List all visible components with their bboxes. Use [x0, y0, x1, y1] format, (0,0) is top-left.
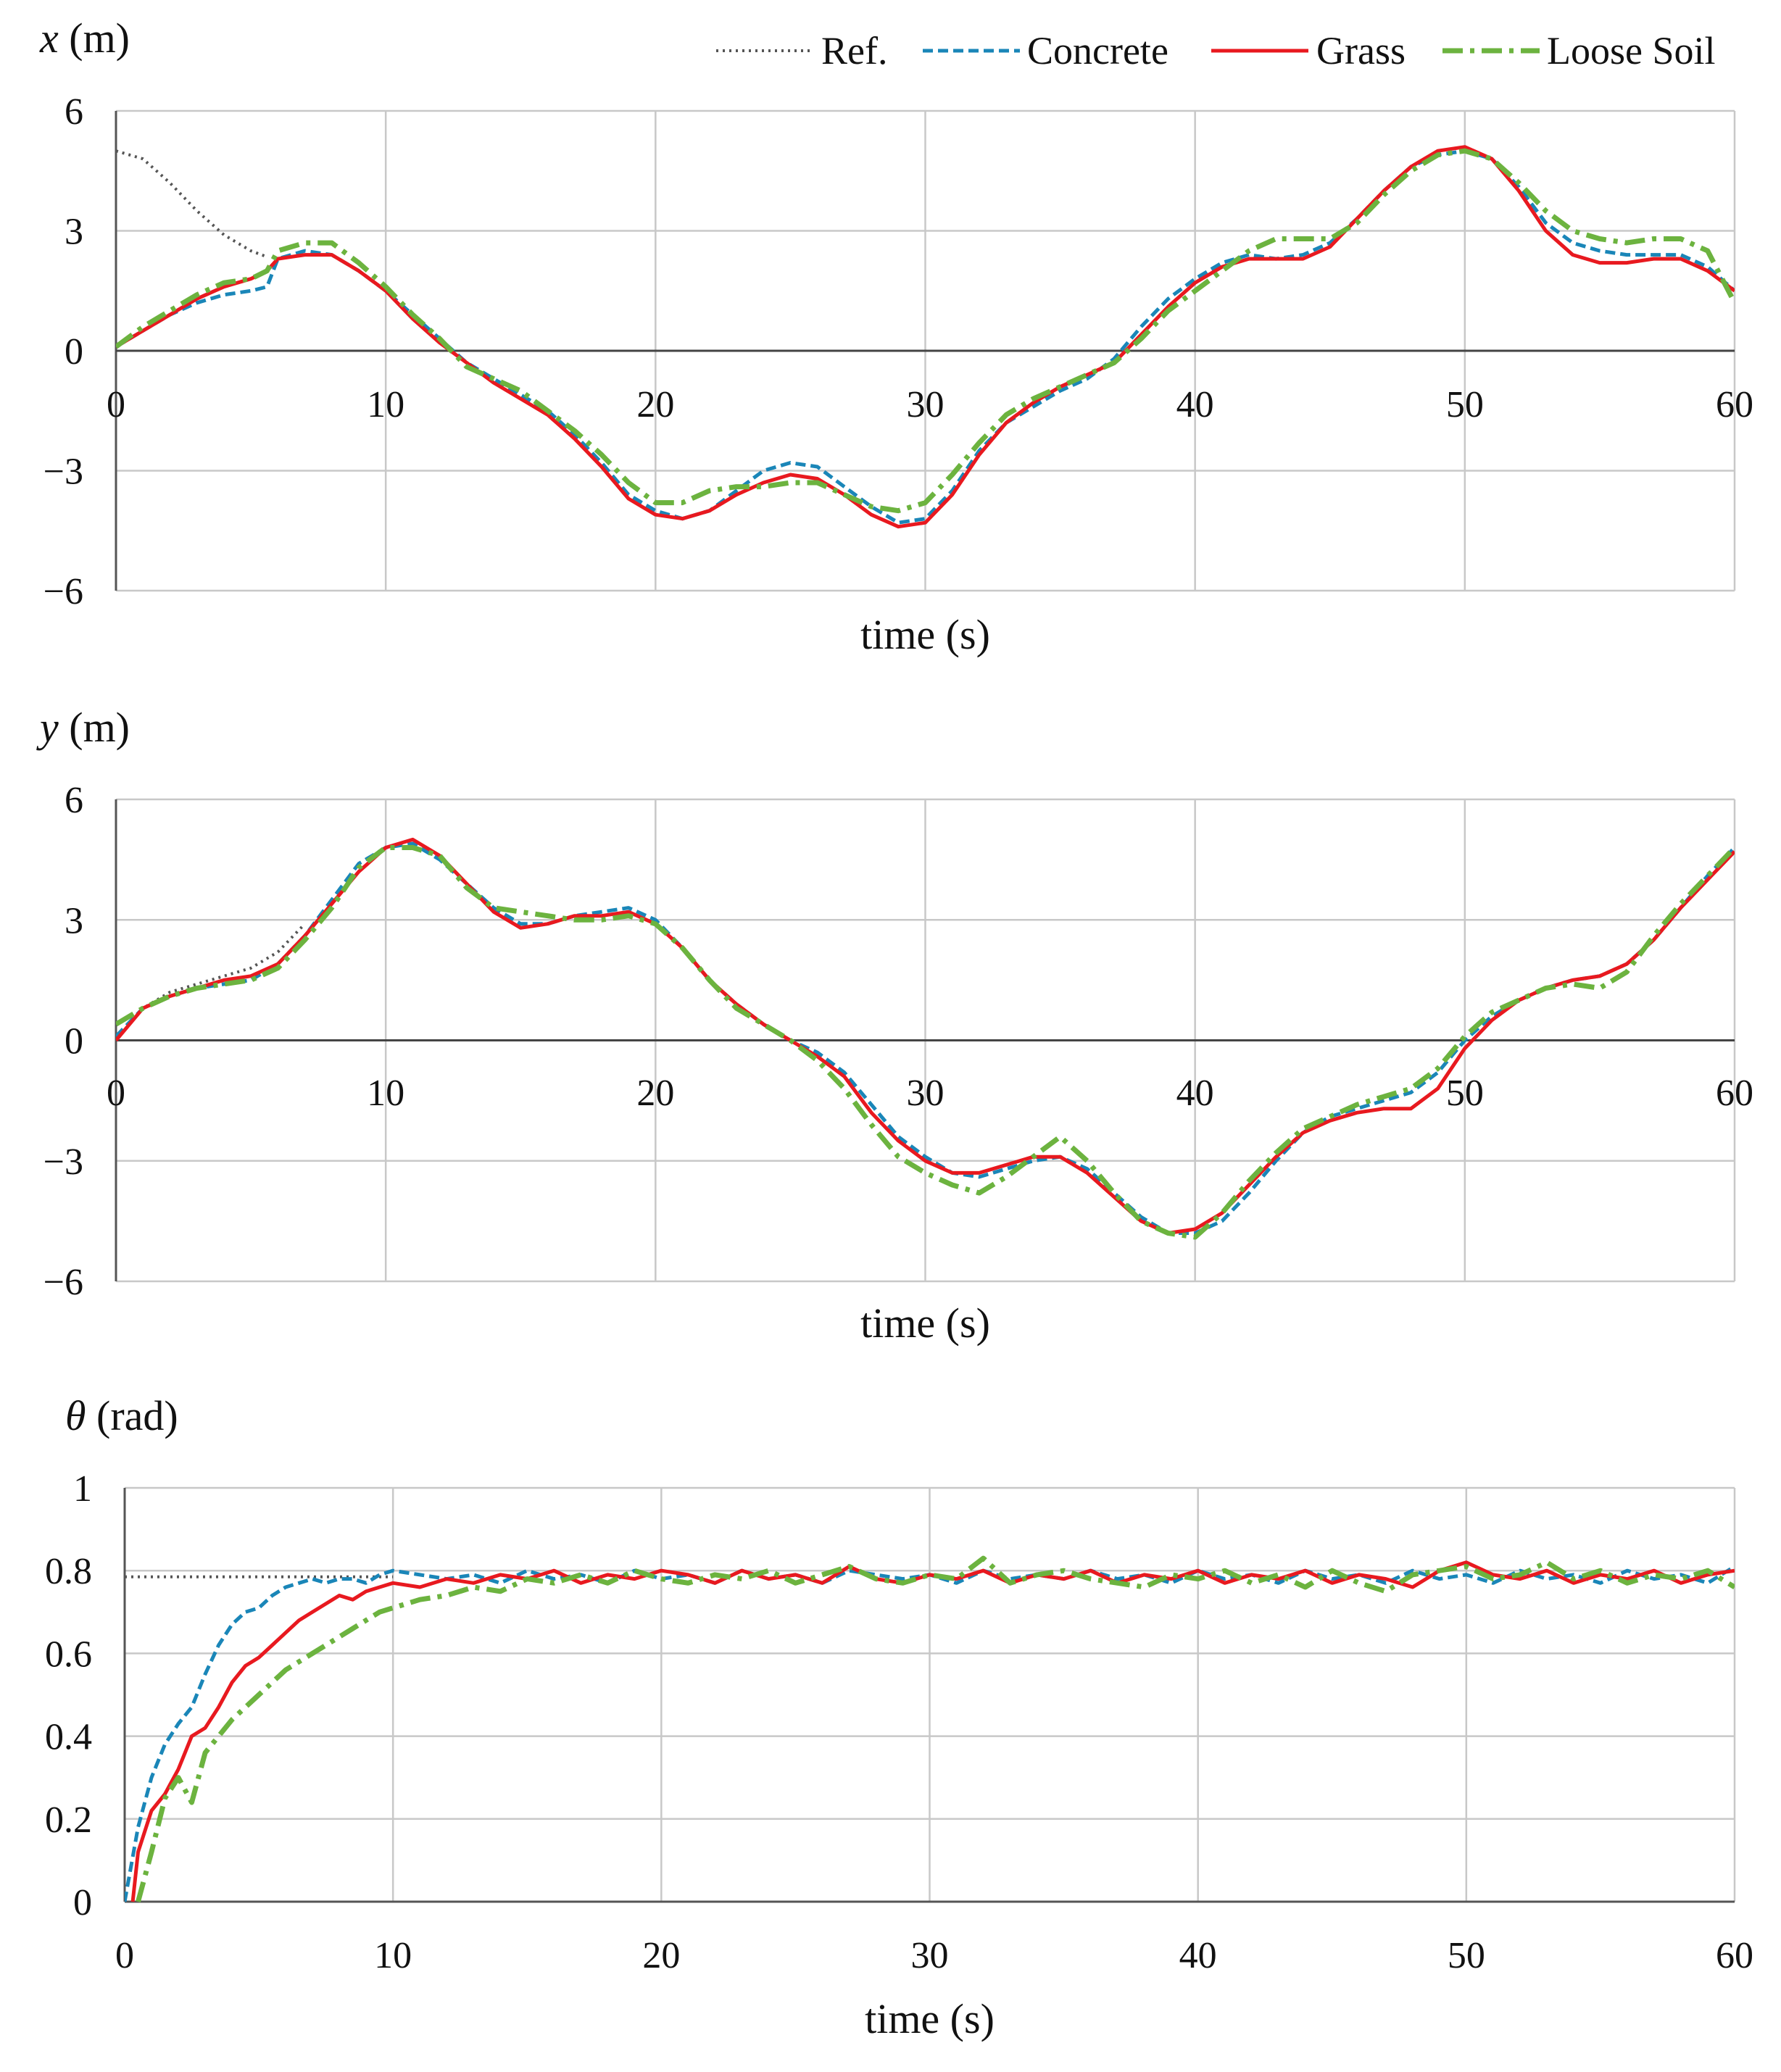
x-x-tick-label: 40 [1176, 384, 1214, 425]
y-x-tick-label: 20 [636, 1073, 674, 1114]
y-y-axis-variable: y [36, 704, 59, 751]
legend-item-loose_soil: Loose Soil [1442, 29, 1716, 72]
y-y-tick-label: 6 [65, 780, 83, 821]
y-series-grass [116, 837, 1735, 1235]
legend-label-loose_soil: Loose Soil [1547, 29, 1716, 72]
theta-y-tick-labels: 0 0.2 0.4 0.6 0.8 1 [45, 1468, 92, 1923]
theta-x-axis-title: time (s) [865, 1995, 995, 2042]
x-x-tick-label: 50 [1446, 384, 1484, 425]
theta-x-tick-label: 50 [1448, 1935, 1485, 1976]
x-y-tick-label: 0 [65, 331, 83, 373]
theta-x-tick-label: 30 [911, 1935, 949, 1976]
theta-y-tick-label: 0.6 [45, 1634, 92, 1675]
y-x-tick-label: 40 [1176, 1073, 1214, 1114]
theta-y-tick-label: 0.8 [45, 1551, 92, 1592]
theta-x-tick-label: 40 [1179, 1935, 1217, 1976]
y-x-tick-label: 50 [1446, 1073, 1484, 1114]
theta-series-loose_soil [136, 1555, 1735, 1902]
y-series [116, 837, 1735, 1240]
legend-label-grass: Grass [1316, 29, 1406, 72]
legend-label-ref: Ref. [821, 29, 887, 72]
legend-label-concrete: Concrete [1027, 29, 1168, 72]
legend-item-grass: Grass [1211, 29, 1406, 72]
theta-y-tick-label: 1 [73, 1468, 92, 1510]
x-x-tick-labels: 0 10 20 30 40 50 60 [107, 384, 1753, 425]
y-x-tick-labels: 0 10 20 30 40 50 60 [107, 1073, 1753, 1114]
x-series-grass [116, 145, 1735, 529]
x-y-tick-label: −3 [43, 452, 83, 493]
theta-x-tick-labels: 0 10 20 30 40 50 60 [115, 1935, 1753, 1976]
x-x-tick-label: 10 [367, 384, 404, 425]
theta-y-tick-label: 0.4 [45, 1717, 92, 1758]
theta-x-tick-label: 0 [115, 1935, 134, 1976]
theta-gridlines [123, 1486, 1736, 1903]
x-series-loose_soil [116, 148, 1735, 514]
y-y-axis-title: y (m) [36, 704, 130, 751]
theta-y-tick-label: 0 [73, 1882, 92, 1923]
theta-y-axis-unit: (rad) [86, 1392, 178, 1439]
theta-y-axis-variable: θ [65, 1392, 86, 1439]
y-y-tick-label: −3 [43, 1141, 83, 1183]
theta-series-grass [130, 1560, 1735, 1902]
legend-item-ref: Ref. [716, 29, 887, 72]
theta-x-tick-label: 60 [1716, 1935, 1753, 1976]
x-series [116, 145, 1735, 529]
y-x-tick-label: 0 [107, 1073, 125, 1114]
x-y-axis-title: x (m) [39, 14, 130, 62]
x-y-tick-label: 3 [65, 212, 83, 253]
x-y-axis-variable: x [39, 14, 59, 62]
theta-x-tick-label: 20 [642, 1935, 680, 1976]
y-x-axis-title: time (s) [860, 1299, 990, 1347]
y-y-tick-label: 0 [65, 1021, 83, 1062]
x-y-axis-unit: (m) [59, 14, 130, 62]
y-y-tick-label: −6 [43, 1262, 83, 1303]
x-series-ref [116, 149, 268, 259]
legend: Ref. Concrete Grass Loose Soil [716, 29, 1716, 72]
y-series-ref [116, 923, 306, 1041]
y-y-tick-labels: −6 −3 0 3 6 [43, 780, 83, 1303]
x-y-tick-labels: −6 −3 0 3 6 [43, 91, 83, 612]
y-y-axis-unit: (m) [59, 704, 130, 751]
theta-x-tick-label: 10 [374, 1935, 412, 1976]
y-x-tick-label: 30 [907, 1073, 945, 1114]
theta-series [125, 1555, 1735, 1902]
x-x-tick-label: 20 [636, 384, 674, 425]
x-y-tick-label: 6 [65, 91, 83, 133]
x-x-tick-label: 30 [907, 384, 945, 425]
x-x-axis-title: time (s) [860, 611, 990, 658]
y-x-tick-label: 60 [1716, 1073, 1753, 1114]
y-y-tick-label: 3 [65, 900, 83, 941]
x-x-tick-label: 0 [107, 384, 125, 425]
x-x-tick-label: 60 [1716, 384, 1753, 425]
x-y-tick-label: −6 [43, 571, 83, 612]
legend-item-concrete: Concrete [923, 29, 1168, 72]
y-x-tick-label: 10 [367, 1073, 404, 1114]
theta-y-axis-title: θ (rad) [65, 1392, 178, 1439]
theta-y-tick-label: 0.2 [45, 1800, 92, 1841]
